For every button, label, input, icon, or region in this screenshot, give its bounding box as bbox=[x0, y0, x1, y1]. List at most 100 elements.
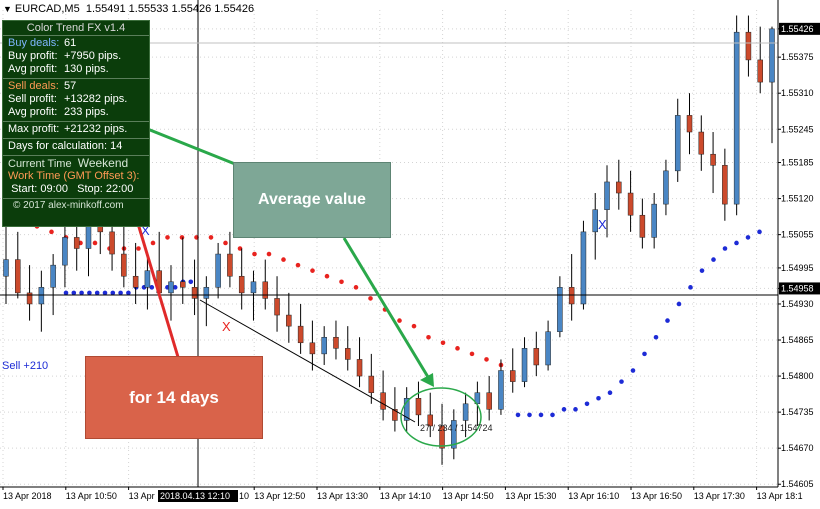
blue-dot bbox=[699, 268, 705, 273]
y-tick-label: 1.55375 bbox=[781, 52, 814, 62]
candle-body bbox=[557, 287, 563, 332]
y-tick-label: 1.54670 bbox=[781, 443, 814, 453]
y-tick-label: 1.55245 bbox=[781, 124, 814, 134]
y-tick-label: 1.54735 bbox=[781, 407, 814, 417]
candle-body bbox=[132, 275, 139, 288]
blue-dot bbox=[126, 290, 131, 296]
blue-dot bbox=[619, 379, 624, 384]
days-section: Days for calculation: 14 bbox=[3, 139, 149, 156]
candles bbox=[3, 15, 775, 465]
candle-body bbox=[356, 359, 363, 377]
x-tick-label: 13 Apr bbox=[129, 491, 155, 501]
red-dot bbox=[368, 296, 373, 301]
blue-dot bbox=[665, 318, 670, 323]
buy-deals-value: 61 bbox=[64, 37, 77, 49]
days-callout: for 14 days bbox=[85, 356, 263, 439]
y-tick-highlight bbox=[779, 22, 820, 35]
average-value-callout: Average value bbox=[233, 162, 391, 238]
red-dot bbox=[440, 340, 446, 346]
sell-section: Sell deals: 57 Sell profit: +13282 pips. A… bbox=[3, 79, 149, 122]
triangle-down-icon: ▼ bbox=[3, 4, 12, 14]
red-dot bbox=[426, 334, 431, 340]
red-dot bbox=[397, 318, 402, 323]
signal-x-marker: X bbox=[222, 319, 231, 334]
x-tick-label: 13 Apr 16:50 bbox=[631, 491, 682, 501]
blue-dot bbox=[527, 412, 532, 418]
red-dot bbox=[469, 351, 475, 357]
chart-grid bbox=[0, 10, 778, 487]
candle-body bbox=[592, 209, 598, 233]
x-tick-label: 13 Apr 15:30 bbox=[505, 491, 556, 501]
red-dot bbox=[295, 262, 301, 268]
x-tick-label: 13 Apr 13:30 bbox=[317, 491, 368, 501]
blue-dot bbox=[596, 395, 601, 401]
blue-dot bbox=[110, 290, 116, 296]
candle-body bbox=[663, 170, 669, 205]
red-dot bbox=[165, 235, 170, 240]
blue-dot bbox=[630, 368, 636, 373]
y-tick-label: 1.55185 bbox=[781, 158, 814, 168]
x-tick-label: 13 Apr 10:50 bbox=[66, 491, 117, 501]
signal-x-marker: X bbox=[141, 223, 150, 238]
x-tick-label: 13 Apr 16:10 bbox=[568, 491, 619, 501]
red-dot bbox=[179, 235, 185, 240]
blue-dot bbox=[642, 351, 647, 357]
time-axis: 13 Apr 2018 13 Apr 10:50 13 Apr 10 13 Apr 12… bbox=[0, 486, 803, 502]
red-dot bbox=[136, 246, 141, 251]
candle-body bbox=[3, 259, 9, 277]
days-label: Days for calculation: bbox=[8, 140, 108, 152]
candle-body bbox=[651, 203, 657, 238]
red-dot bbox=[455, 346, 460, 351]
max-profit-value: +21232 pips. bbox=[64, 123, 128, 135]
blue-dot bbox=[584, 401, 590, 407]
blue-dot bbox=[63, 290, 69, 296]
time-section: Current Time Weekend Work Time (GMT Offs… bbox=[3, 156, 149, 199]
candle-body bbox=[345, 348, 351, 360]
candle-body bbox=[262, 281, 269, 299]
candle-body bbox=[309, 342, 316, 355]
blue-dot bbox=[722, 246, 728, 251]
green-arrow-to-chart bbox=[342, 237, 430, 378]
crosshair-time-box bbox=[158, 490, 238, 502]
candle-body bbox=[698, 131, 705, 155]
green-arrow-to-panel bbox=[139, 124, 236, 166]
blue-dot bbox=[711, 257, 716, 262]
candle-body bbox=[580, 231, 587, 305]
candle-body bbox=[733, 31, 740, 205]
blue-dot bbox=[94, 290, 100, 296]
candle-body bbox=[498, 370, 504, 410]
candle-body bbox=[73, 237, 80, 249]
blue-dot bbox=[757, 229, 762, 235]
candle-body bbox=[674, 115, 681, 172]
start-value: 09:00 bbox=[40, 183, 68, 195]
buy-profit-label: Buy profit: bbox=[8, 50, 58, 62]
sell-label: Sell +210 bbox=[2, 360, 48, 372]
candle-body bbox=[616, 181, 622, 194]
y-tick-label: 1.54800 bbox=[781, 371, 814, 381]
x-tick-label: 13 Apr 12:50 bbox=[254, 491, 305, 501]
candle-body bbox=[486, 392, 492, 410]
max-profit-section: Max profit: +21232 pips. bbox=[3, 122, 149, 139]
x-tick-label: 13 Apr 14:10 bbox=[380, 491, 431, 501]
blue-dot bbox=[734, 240, 739, 246]
candle-body bbox=[274, 298, 280, 316]
days-value: 14 bbox=[110, 140, 123, 152]
copyright-text: © 2017 alex-minkoff.com bbox=[13, 200, 124, 211]
candle-body bbox=[769, 28, 775, 83]
y-tick-label: 1.55120 bbox=[781, 194, 814, 204]
sell-deals-label: Sell deals: bbox=[8, 80, 59, 92]
candle-body bbox=[462, 403, 469, 421]
panel-title: Color Trend FX v1.4 bbox=[3, 21, 149, 36]
blue-dot bbox=[188, 279, 194, 285]
red-dot bbox=[208, 235, 214, 240]
deal-stats-label: 27 / 234 / 1.54724 bbox=[420, 423, 493, 433]
y-tick-label: 1.55055 bbox=[781, 230, 814, 240]
average-highlight-ellipse bbox=[400, 387, 482, 447]
current-time-value: Weekend bbox=[77, 156, 129, 170]
buy-avg-value: 130 pips. bbox=[64, 63, 109, 75]
candle-body bbox=[62, 237, 68, 266]
candle-body bbox=[191, 287, 198, 299]
candle-body bbox=[368, 375, 375, 393]
red-dot bbox=[411, 323, 417, 329]
ohlc-values: 1.55491 1.55533 1.55426 1.55426 bbox=[85, 3, 255, 15]
